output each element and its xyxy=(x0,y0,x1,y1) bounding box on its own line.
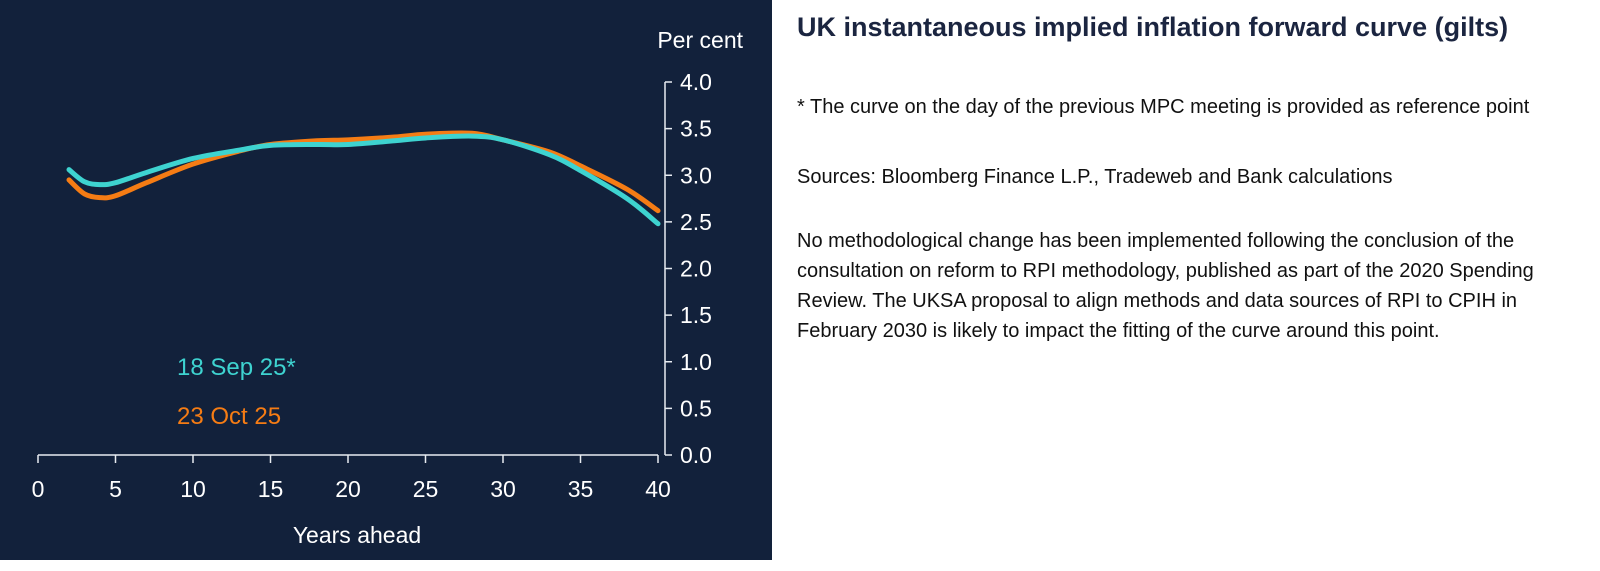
y-tick-label: 1.0 xyxy=(680,349,712,375)
y-tick-label: 2.0 xyxy=(680,256,712,282)
sources-note: Sources: Bloomberg Finance L.P., Tradewe… xyxy=(797,166,1393,188)
chart-title: UK instantaneous implied inflation forwa… xyxy=(797,12,1509,42)
legend-label: 23 Oct 25 xyxy=(177,403,281,430)
inflation-forward-curve-chart: 0 5 10 15 20 25 30 35 40 0.0 0.5 1.0 1.5 2.0 2.5 3.0 3.5… xyxy=(0,0,772,560)
y-tick-label: 3.0 xyxy=(680,162,712,188)
y-tick-label: 0.0 xyxy=(680,442,712,468)
y-tick-label: 2.5 xyxy=(680,209,712,235)
y-tick-label: 1.5 xyxy=(680,302,712,328)
x-axis-label: Years ahead xyxy=(293,522,421,548)
y-tick-label: 4.0 xyxy=(680,69,712,95)
methodology-note: No methodological change has been implem… xyxy=(797,230,1534,342)
y-axis-label: Per cent xyxy=(657,27,743,53)
x-tick-label: 15 xyxy=(258,476,284,502)
y-tick-label: 0.5 xyxy=(680,395,712,421)
x-tick-label: 5 xyxy=(109,476,122,502)
x-tick-label: 20 xyxy=(335,476,361,502)
x-tick-label: 10 xyxy=(180,476,206,502)
reference-note: * The curve on the day of the previous M… xyxy=(797,96,1530,118)
y-tick-label: 3.5 xyxy=(680,116,712,142)
x-tick-label: 35 xyxy=(568,476,594,502)
series-line xyxy=(66,133,661,227)
x-tick-label: 30 xyxy=(490,476,516,502)
series-line xyxy=(66,130,661,214)
x-tick-label: 0 xyxy=(32,476,45,502)
x-tick-label: 40 xyxy=(645,476,671,502)
x-tick-label: 25 xyxy=(413,476,439,502)
legend-label: 18 Sep 25* xyxy=(177,354,296,381)
